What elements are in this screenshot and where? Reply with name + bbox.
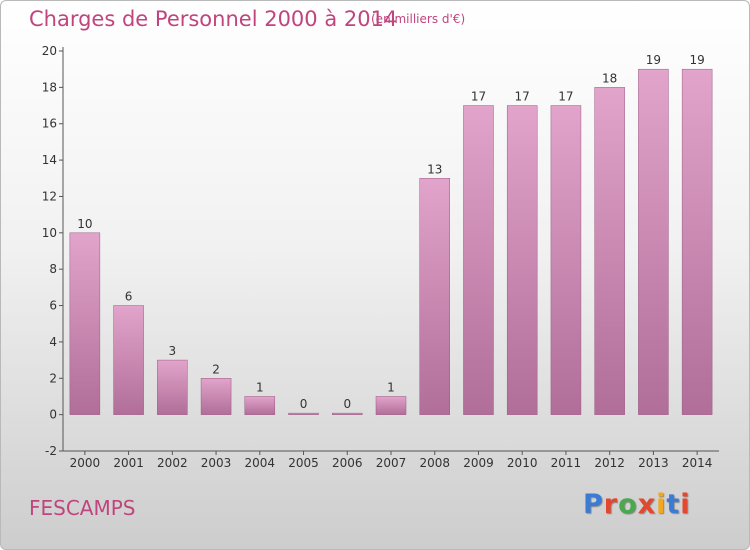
data-label: 19 xyxy=(646,53,661,67)
logo-letter: P xyxy=(583,489,604,520)
x-tick-label: 2004 xyxy=(245,456,276,470)
logo-letter: i xyxy=(656,489,666,520)
data-label: 17 xyxy=(515,90,530,104)
data-label: 6 xyxy=(125,290,133,304)
x-tick-label: 2012 xyxy=(594,456,625,470)
data-label: 0 xyxy=(300,397,308,411)
y-tick-label: 10 xyxy=(42,226,57,240)
y-tick-label: 12 xyxy=(42,189,57,203)
logo-letter: t xyxy=(666,489,680,520)
y-tick-label: 8 xyxy=(49,262,57,276)
x-tick-label: 2001 xyxy=(113,456,144,470)
bar xyxy=(245,396,275,414)
bar xyxy=(332,413,362,415)
logo-letter: i xyxy=(680,489,690,520)
data-label: 10 xyxy=(77,217,92,231)
x-tick-label: 2000 xyxy=(70,456,101,470)
logo-letter: x xyxy=(638,489,656,520)
data-label: 17 xyxy=(471,90,486,104)
logo-letter: o xyxy=(618,489,638,520)
bar xyxy=(70,233,100,415)
proxiti-logo: Proxiti xyxy=(583,489,691,520)
data-label: 17 xyxy=(558,90,573,104)
x-tick-label: 2003 xyxy=(201,456,232,470)
bar xyxy=(420,178,450,414)
bar xyxy=(551,106,581,415)
y-tick-label: 20 xyxy=(42,44,57,58)
data-label: 3 xyxy=(169,344,177,358)
data-label: 1 xyxy=(256,380,264,394)
bar xyxy=(463,106,493,415)
bar xyxy=(289,413,319,415)
logo-letter: r xyxy=(604,489,618,520)
y-tick-label: 18 xyxy=(42,80,57,94)
x-tick-label: 2010 xyxy=(507,456,538,470)
data-label: 13 xyxy=(427,162,442,176)
y-tick-label: 14 xyxy=(42,153,57,167)
chart-panel: Charges de Personnel 2000 à 2014 (en mil… xyxy=(0,0,750,550)
y-tick-label: 2 xyxy=(49,371,57,385)
bar xyxy=(507,106,537,415)
x-tick-label: 2005 xyxy=(288,456,319,470)
bar xyxy=(638,69,668,414)
bar xyxy=(114,306,144,415)
y-tick-label: 0 xyxy=(49,408,57,422)
bar xyxy=(376,396,406,414)
bar xyxy=(201,378,231,414)
data-label: 1 xyxy=(387,380,395,394)
data-label: 0 xyxy=(343,397,351,411)
data-label: 18 xyxy=(602,71,617,85)
x-tick-label: 2013 xyxy=(638,456,669,470)
bar-chart: -202468101214161820102000620013200222003… xyxy=(1,1,749,549)
bar xyxy=(595,87,625,414)
x-tick-label: 2008 xyxy=(419,456,450,470)
x-tick-label: 2007 xyxy=(376,456,407,470)
bar xyxy=(157,360,187,415)
x-tick-label: 2014 xyxy=(682,456,713,470)
data-label: 2 xyxy=(212,362,220,376)
y-tick-label: -2 xyxy=(45,444,57,458)
data-label: 19 xyxy=(689,53,704,67)
y-tick-label: 16 xyxy=(42,117,57,131)
y-tick-label: 4 xyxy=(49,335,57,349)
bar xyxy=(682,69,712,414)
commune-name: FESCAMPS xyxy=(29,496,136,520)
y-tick-label: 6 xyxy=(49,299,57,313)
x-tick-label: 2011 xyxy=(551,456,582,470)
x-tick-label: 2006 xyxy=(332,456,363,470)
x-tick-label: 2002 xyxy=(157,456,188,470)
x-tick-label: 2009 xyxy=(463,456,494,470)
